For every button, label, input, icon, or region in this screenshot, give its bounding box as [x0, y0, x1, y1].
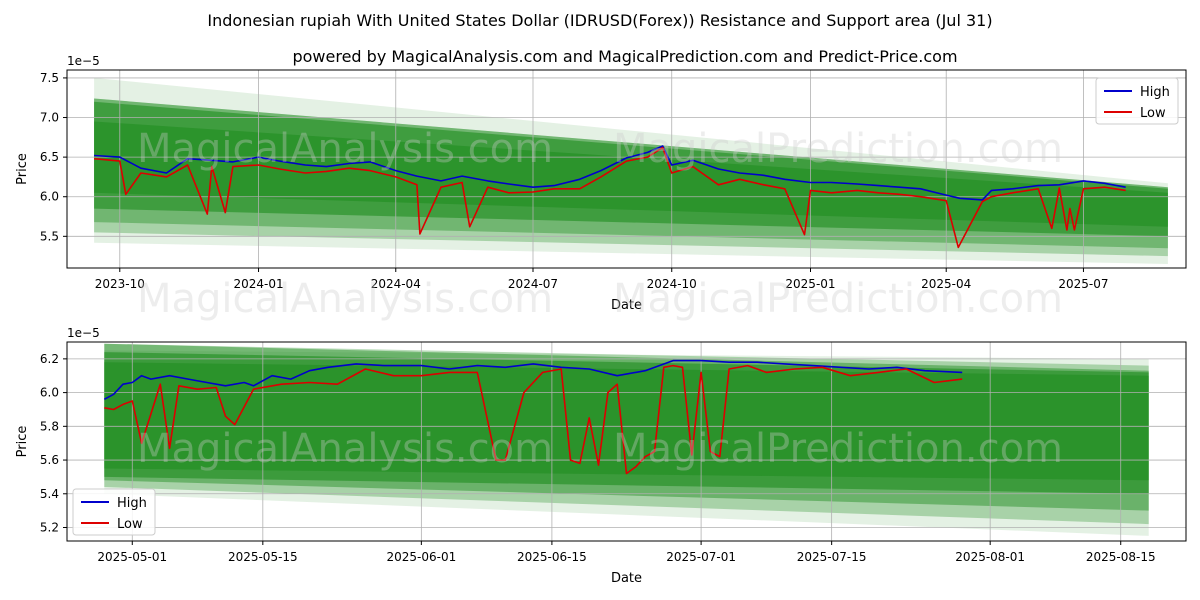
y-axis-label: Price [15, 426, 30, 458]
legend: High Low [72, 488, 156, 536]
y-tick-label: 6.0 [40, 190, 59, 204]
y-tick-label: 6.0 [40, 386, 59, 400]
x-tick-label: 2024-04 [371, 277, 421, 291]
x-tick-label: 2025-08-01 [955, 550, 1025, 564]
y-tick-label: 7.5 [40, 71, 59, 85]
x-tick-label: 2025-05-15 [228, 550, 298, 564]
plot-content [67, 70, 1186, 268]
top-chart-panel: 2023-10 2024-01 2024-04 2024-07 2024-10 2025-… [15, 54, 1187, 313]
legend-label: Low [1140, 106, 1166, 121]
y-axis-label: Price [15, 153, 30, 185]
axes-frame [66, 69, 1187, 269]
y-tick-label: 6.2 [40, 352, 59, 366]
x-tick-label: 2025-07-15 [797, 550, 867, 564]
y-offset-label: 1e−5 [67, 54, 100, 68]
support-resistance-band [104, 362, 1149, 481]
y-tick-label: 5.6 [40, 453, 59, 467]
series-line-low [104, 364, 963, 475]
axes-frame [66, 341, 1187, 542]
y-tick-label: 5.2 [40, 521, 59, 535]
x-tick-label: 2024-07 [508, 277, 558, 291]
watermark-text: MagicalAnalysis.com [137, 276, 553, 322]
legend-label: Low [117, 517, 143, 532]
legend-label: High [117, 496, 147, 511]
y-tick-label: 7.0 [40, 111, 59, 125]
plot-content [67, 342, 1186, 541]
series-line-high [103, 359, 963, 401]
watermark-text: MagicalPrediction.com [613, 276, 1063, 322]
bottom-chart-panel: 2025-05-01 2025-05-15 2025-06-01 2025-06-15… [15, 326, 1187, 586]
x-tick-label: 2024-10 [647, 277, 697, 291]
y-offset-label: 1e−5 [67, 326, 100, 340]
x-tick-label: 2025-08-15 [1086, 550, 1156, 564]
x-axis-label: Date [611, 298, 642, 313]
series-line-high [94, 145, 1126, 201]
figure-title: Indonesian rupiah With United States Dol… [207, 11, 992, 30]
x-tick-label: 2025-01 [785, 277, 835, 291]
series-line-low [94, 146, 1126, 249]
watermark-text: MagicalAnalysis.com [137, 126, 553, 172]
watermark-text: MagicalPrediction.com [613, 426, 1063, 472]
figure-subtitle: powered by MagicalAnalysis.com and Magic… [292, 47, 957, 66]
y-tick-label: 6.5 [40, 150, 59, 164]
x-tick-label: 2024-01 [233, 277, 283, 291]
x-tick-label: 2025-07 [1058, 277, 1108, 291]
x-tick-label: 2025-04 [921, 277, 971, 291]
x-tick-label: 2025-07-01 [666, 550, 736, 564]
x-tick-label: 2025-06-15 [517, 550, 587, 564]
x-axis-label: Date [611, 571, 642, 586]
y-tick-label: 5.8 [40, 419, 59, 433]
y-tick-label: 5.5 [40, 229, 59, 243]
x-tick-label: 2023-10 [95, 277, 145, 291]
y-tick-label: 5.4 [40, 487, 59, 501]
x-tick-label: 2025-06-01 [386, 550, 456, 564]
legend: High Low [1095, 77, 1179, 125]
x-tick-label: 2025-05-01 [97, 550, 167, 564]
support-resistance-band [94, 121, 1168, 227]
watermark-text: MagicalPrediction.com [613, 126, 1063, 172]
watermark-text: MagicalAnalysis.com [137, 426, 553, 472]
watermark-layer: MagicalAnalysis.com MagicalPrediction.co… [137, 126, 1063, 472]
legend-label: High [1140, 85, 1170, 100]
